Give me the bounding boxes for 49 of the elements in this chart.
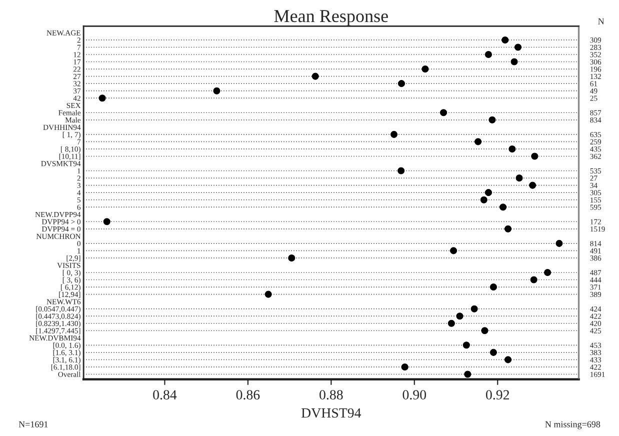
x-tick-label: 0.90 [402,390,426,400]
point [544,268,552,276]
point [213,87,220,94]
point [401,363,408,370]
point [504,225,512,232]
point [508,145,516,152]
text: N missing=698 [545,421,600,430]
point [488,116,496,124]
point [529,182,536,189]
point [484,50,492,58]
point [484,189,492,196]
point [474,138,482,146]
point [288,254,296,262]
point [514,44,522,51]
point [98,94,106,102]
point [480,196,488,204]
x-tick-label: 0.92 [486,390,510,400]
y2-axis-title: N [598,18,604,24]
x-axis-title: DVHST94 [301,408,362,418]
point [462,342,470,349]
point [422,66,429,73]
point [500,204,507,211]
point [264,290,272,298]
point [516,174,523,182]
point [530,276,538,284]
point [464,370,472,378]
point [481,327,488,334]
point [556,240,563,247]
point [470,305,478,312]
point [504,356,512,364]
point [312,72,319,80]
point [390,130,398,138]
point [398,80,406,88]
point [448,320,455,327]
point [450,247,458,254]
text: N=1691 [18,421,48,428]
point [490,348,497,356]
x-tick-label: 0.86 [236,390,260,400]
point [456,312,464,320]
point [531,152,538,160]
chart-title: Mean Response [274,10,388,26]
point [510,58,518,66]
x-tick-label: 0.88 [320,390,343,400]
point [502,36,509,44]
x-tick-label: 0.84 [153,390,177,400]
point [398,167,405,174]
point [440,109,448,116]
point [103,218,110,226]
point [490,284,497,291]
